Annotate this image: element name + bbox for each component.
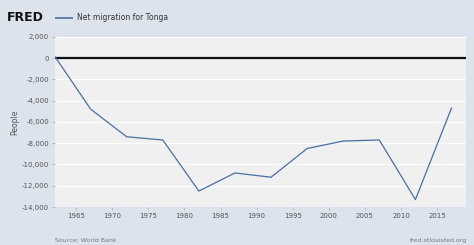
Text: FRED: FRED bbox=[7, 11, 44, 24]
Y-axis label: People: People bbox=[10, 109, 19, 135]
Text: Net migration for Tonga: Net migration for Tonga bbox=[77, 13, 168, 22]
Text: fred.stlouisfed.org: fred.stlouisfed.org bbox=[410, 238, 467, 243]
Text: Source: World Bank: Source: World Bank bbox=[55, 238, 116, 243]
